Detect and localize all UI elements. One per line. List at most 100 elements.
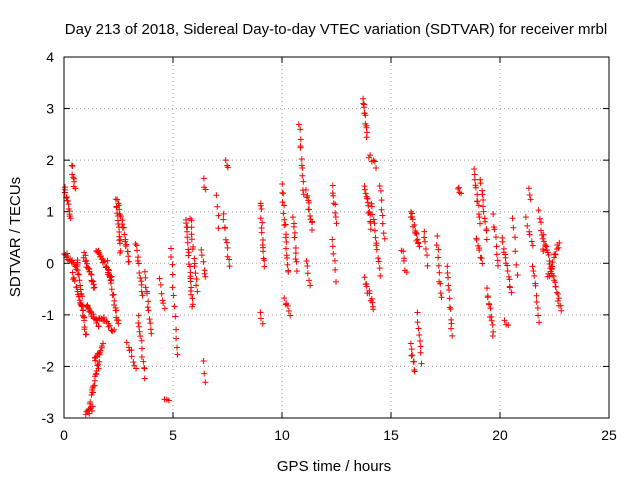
data-point (138, 281, 145, 288)
data-point (373, 246, 380, 253)
data-point (369, 211, 376, 218)
data-point (223, 239, 230, 246)
data-point (540, 248, 547, 255)
data-point (529, 242, 536, 249)
data-point (446, 295, 453, 302)
data-point (415, 325, 422, 332)
data-point (189, 295, 196, 302)
data-point (474, 191, 481, 198)
data-point (119, 221, 126, 228)
data-point (280, 190, 287, 197)
data-point (281, 202, 288, 209)
data-point (368, 203, 375, 210)
y-tick-label: 0 (46, 255, 54, 271)
data-point (455, 184, 462, 191)
data-point (226, 263, 233, 270)
data-point (295, 121, 302, 128)
data-point (533, 292, 540, 299)
data-point (506, 284, 513, 291)
data-point (362, 112, 369, 119)
x-tick-label: 20 (492, 427, 508, 443)
data-point (410, 358, 417, 365)
y-tick-label: 2 (46, 152, 54, 168)
data-point (104, 257, 111, 264)
data-point (414, 236, 421, 243)
data-point (408, 346, 415, 353)
data-point (156, 275, 163, 282)
data-point (169, 261, 176, 268)
data-point (261, 257, 268, 264)
data-point (549, 259, 556, 266)
data-point (122, 243, 129, 250)
data-point (173, 335, 180, 342)
data-point (81, 326, 88, 333)
data-point (435, 254, 442, 261)
data-point (534, 305, 541, 312)
data-point (370, 157, 377, 164)
data-point (183, 220, 190, 227)
data-point (145, 307, 152, 314)
data-point (185, 252, 192, 259)
data-point (109, 328, 116, 335)
data-point (538, 219, 545, 226)
data-point (447, 306, 454, 313)
data-point (409, 352, 416, 359)
data-point (471, 171, 478, 178)
data-point (79, 312, 86, 319)
data-point (125, 258, 132, 265)
data-point (480, 203, 487, 210)
data-point (110, 291, 117, 298)
data-point (377, 187, 384, 194)
data-point (368, 295, 375, 302)
data-point (424, 262, 431, 269)
data-point (91, 284, 98, 291)
data-point (220, 210, 227, 217)
data-point (482, 218, 489, 225)
data-point (257, 202, 264, 209)
data-point (332, 266, 339, 273)
data-point (137, 333, 144, 340)
data-point (536, 215, 543, 222)
data-point (117, 249, 124, 256)
data-point (445, 282, 452, 289)
data-point (362, 190, 369, 197)
data-point (69, 171, 76, 178)
data-point (191, 263, 198, 270)
data-point (200, 358, 207, 365)
chart-title: Day 213 of 2018, Sidereal Day-to-day VTE… (65, 21, 607, 38)
data-point (329, 182, 336, 189)
data-point (304, 192, 311, 199)
data-point (136, 270, 143, 277)
data-point (92, 354, 99, 361)
data-point (329, 236, 336, 243)
data-point (102, 263, 109, 270)
data-point (418, 360, 425, 367)
data-point (472, 184, 479, 191)
data-point (538, 227, 545, 234)
data-point (61, 189, 68, 196)
data-point (285, 308, 292, 315)
data-point (258, 229, 265, 236)
data-point (536, 319, 543, 326)
data-point (435, 262, 442, 269)
data-point (130, 358, 137, 365)
data-point (95, 323, 102, 330)
data-point (123, 339, 130, 346)
y-tick-label: 3 (46, 101, 54, 117)
data-point (499, 238, 506, 245)
data-point (70, 274, 77, 281)
data-point (285, 268, 292, 275)
data-point (491, 226, 498, 233)
data-point (552, 251, 559, 258)
data-point (136, 328, 143, 335)
data-point (257, 309, 264, 316)
y-tick-label: 4 (46, 49, 54, 65)
data-point (135, 312, 142, 319)
data-point (226, 256, 233, 263)
data-point (542, 241, 549, 248)
data-point (90, 285, 97, 292)
data-point (172, 313, 179, 320)
data-point (283, 238, 290, 245)
data-point (82, 411, 89, 418)
data-point (363, 134, 370, 141)
